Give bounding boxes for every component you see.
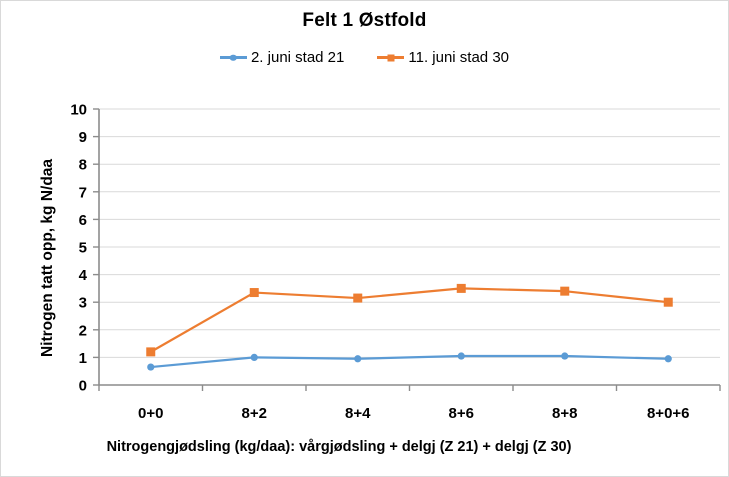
x-category-label: 0+0	[138, 405, 163, 422]
legend-label: 11. juni stad 30	[408, 49, 510, 66]
square-marker-icon	[353, 293, 363, 303]
x-category-label: 8+4	[345, 405, 371, 422]
legend-marker-line-square-icon	[377, 54, 405, 61]
series-0	[147, 352, 672, 371]
chart-legend: 2. juni stad 21 11. juni stad 30	[1, 49, 728, 66]
y-tick-label: 3	[79, 295, 87, 312]
legend-item-series-1: 11. juni stad 30	[377, 49, 509, 66]
y-tick-label: 4	[79, 267, 88, 284]
x-category-label: 8+0+6	[647, 405, 690, 422]
series-line	[150, 287, 669, 353]
circle-marker-icon	[147, 363, 155, 371]
legend-item-series-0: 2. juni stad 21	[219, 49, 345, 66]
y-tick-label: 6	[79, 212, 87, 229]
y-tick-label: 9	[79, 129, 87, 146]
y-tick-label: 10	[70, 102, 87, 119]
square-marker-icon	[146, 347, 156, 357]
legend-marker-line-circle-icon	[219, 54, 247, 61]
series-1	[146, 283, 673, 357]
circle-marker-icon	[561, 352, 569, 360]
y-tick-label: 8	[79, 157, 87, 174]
y-tick-label: 2	[79, 322, 87, 339]
square-marker-icon	[456, 283, 466, 293]
chart-title: Felt 1 Østfold	[302, 10, 427, 31]
x-category-label: 8+2	[242, 405, 267, 422]
square-marker-icon	[663, 297, 673, 307]
x-axis-title: Nitrogengjødsling (kg/daa): vårgjødsling…	[106, 439, 572, 455]
x-category-label: 8+8	[552, 405, 577, 422]
y-tick-label: 5	[79, 240, 87, 257]
y-axis-title: Nitrogen tatt opp, kg N/daa	[39, 158, 56, 358]
circle-marker-icon	[457, 352, 465, 360]
legend-label: 2. juni stad 21	[250, 49, 345, 66]
series-line	[150, 354, 669, 369]
y-tick-label: 7	[79, 184, 87, 201]
circle-marker-icon	[230, 54, 237, 61]
x-category-label: 8+6	[449, 405, 474, 422]
y-tick-label: 0	[79, 378, 87, 395]
circle-marker-icon	[354, 355, 362, 363]
gridlines	[99, 108, 720, 358]
square-marker-icon	[249, 288, 259, 298]
circle-marker-icon	[250, 353, 258, 361]
square-marker-icon	[387, 54, 395, 61]
axes: 0 1 2 3 4 5 6 7 8 9 10 0+0 8+2 8+4 8+6 8+8 8+0+6	[70, 102, 721, 422]
square-marker-icon	[560, 286, 570, 296]
y-tick-label: 1	[79, 350, 87, 367]
circle-marker-icon	[664, 355, 672, 363]
